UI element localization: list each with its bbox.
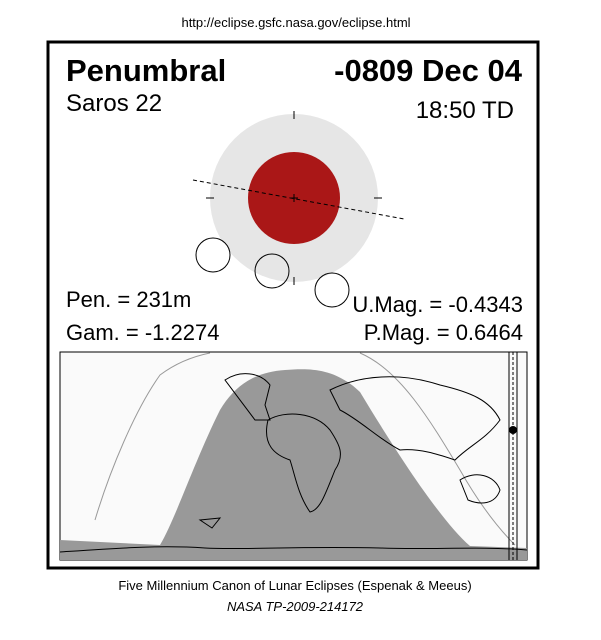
coastline — [59, 546, 528, 553]
coastline — [198, 517, 222, 529]
saros: Saros 22 — [66, 90, 162, 117]
moon — [195, 237, 231, 273]
umbral-magnitude: U.Mag. = -0.4343 — [352, 292, 523, 317]
coastline — [459, 474, 501, 504]
pen-duration: Pen. = 231m — [66, 287, 191, 312]
source-url: http://eclipse.gsfc.nasa.gov/eclipse.htm… — [181, 15, 410, 30]
publication-ref: NASA TP-2009-214172 — [227, 599, 364, 614]
sub-lunar-point — [509, 426, 517, 434]
coastline — [224, 373, 271, 421]
visibility-region — [60, 369, 527, 560]
eclipse-geometry — [192, 111, 405, 308]
canon-credit: Five Millennium Canon of Lunar Eclipses … — [118, 578, 471, 593]
eclipse-date: -0809 Dec 04 — [334, 53, 523, 88]
world-map — [59, 351, 528, 561]
gamma: Gam. = -1.2274 — [66, 320, 219, 345]
moon — [254, 253, 290, 289]
moon-path — [192, 179, 405, 220]
visibility-limit — [94, 352, 211, 521]
coastline — [329, 376, 501, 461]
penumbral-magnitude: P.Mag. = 0.6464 — [364, 320, 523, 345]
eclipse-type: Penumbral — [66, 53, 226, 88]
moon — [314, 272, 350, 308]
eclipse-time: 18:50 TD — [416, 97, 514, 124]
visibility-limit — [359, 352, 516, 546]
coastline — [266, 413, 341, 513]
